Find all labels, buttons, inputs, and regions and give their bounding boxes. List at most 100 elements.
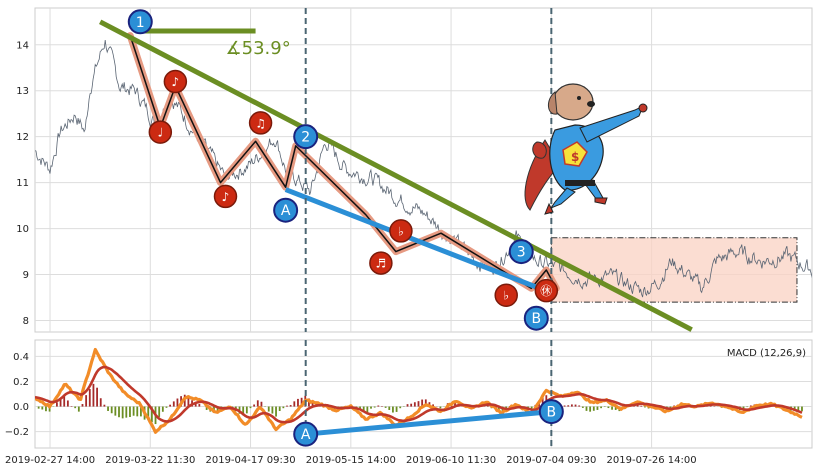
macd-histogram-bar: [249, 406, 252, 409]
macd-histogram-bar: [260, 401, 263, 407]
macd-histogram-bar: [275, 406, 277, 417]
macd-histogram-bar: [388, 406, 391, 410]
macd-histogram-bar: [289, 405, 292, 407]
macd-panel: −0.20.00.20.4 AB MACD (12,26,9): [5, 339, 813, 449]
macd-histogram-bar: [505, 406, 508, 409]
macd-histogram-bar: [417, 401, 420, 407]
note-marker-label: ♪: [172, 75, 180, 89]
macd-histogram-bar: [66, 400, 69, 407]
note-markers: ♪ ♩ ♫ ♪ ♭ ♬ ♭ ㊡: [148, 69, 559, 307]
macd-histogram-bar: [85, 395, 88, 407]
note-marker: ♪: [213, 184, 238, 209]
macd-histogram-bar: [424, 399, 427, 407]
macd-histogram-bar: [198, 404, 201, 407]
note-marker: ♭: [389, 219, 413, 243]
pivot-marker-label: 2: [301, 130, 310, 146]
macd-marker: B: [538, 399, 564, 425]
x-tick-label: 2019-07-26 14:00: [607, 455, 697, 466]
macd-marker: A: [293, 421, 319, 447]
superhero-dog-icon: $: [524, 83, 648, 215]
macd-histogram-bar: [59, 398, 62, 407]
macd-histogram-bar: [311, 401, 314, 407]
macd-histogram-bar: [366, 406, 369, 413]
macd-histogram-bar: [205, 406, 208, 410]
macd-histogram-bar: [592, 406, 595, 411]
macd-histogram-bar: [172, 401, 175, 407]
macd-histogram-bar: [114, 406, 117, 416]
macd-histogram-bar: [797, 406, 800, 411]
upper-trendline: [99, 19, 693, 332]
macd-histogram-bar: [614, 406, 617, 410]
macd-histogram-bar: [362, 406, 365, 413]
pivot-marker: 3: [508, 239, 534, 265]
macd-markers: AB: [293, 399, 564, 447]
pivot-marker: 2: [293, 124, 319, 150]
macd-marker-circle: [538, 399, 564, 425]
pivot-marker: B: [523, 305, 549, 331]
note-marker: ♪: [163, 69, 188, 94]
note-marker-label: ♭: [398, 224, 404, 238]
macd-histogram-bar: [245, 406, 248, 414]
macd-marker-label: A: [301, 427, 311, 443]
macd-histogram-bar: [406, 404, 409, 407]
macd-histogram-bar: [158, 406, 161, 417]
price-y-tick-label: 12: [16, 132, 29, 143]
macd-histogram-bar: [607, 406, 610, 409]
price-y-tick-label: 11: [16, 178, 29, 189]
macd-histogram-bar: [99, 398, 102, 407]
note-marker-circle: [389, 219, 413, 243]
macd-histogram-bar: [70, 406, 73, 407]
macd-histogram-bar: [570, 404, 573, 407]
macd-histogram-bar: [147, 406, 150, 421]
note-marker-circle: [534, 278, 559, 303]
macd-histogram-bar: [497, 406, 500, 411]
note-marker-label: ㊡: [540, 284, 552, 298]
macd-histogram-bar: [749, 405, 752, 407]
macd-histogram-bar: [118, 406, 120, 418]
lower-trendline: [284, 187, 553, 296]
macd-histogram-bar: [129, 406, 131, 418]
macd-histogram-bar: [278, 406, 281, 412]
macd-histogram-bar: [370, 406, 372, 409]
note-marker-label: ♫: [255, 116, 266, 130]
macd-histogram-bar: [563, 405, 566, 407]
note-marker-label: ♭: [503, 289, 509, 303]
note-marker: ♫: [248, 111, 273, 135]
macd-histogram-bar: [413, 402, 416, 407]
macd-histogram-bar: [578, 405, 581, 407]
price-y-tick-label: 10: [16, 224, 29, 235]
macd-histogram-bar: [150, 406, 153, 423]
macd-histogram-bar: [63, 395, 66, 407]
macd-histogram-bar: [541, 396, 544, 407]
note-marker-label: ♪: [222, 190, 230, 204]
note-marker-circle: [148, 120, 173, 144]
note-marker-circle: [248, 111, 273, 135]
macd-histogram-bar: [48, 406, 51, 412]
macd-histogram-bar: [110, 406, 113, 414]
macd-histogram-bar: [392, 406, 394, 413]
macd-histogram-bar: [574, 404, 577, 407]
macd-histogram-bar: [121, 406, 124, 419]
macd-histogram-bar: [300, 397, 303, 407]
macd-histogram-bar: [216, 406, 219, 412]
pivot-marker-circle: [293, 124, 319, 150]
macd-histogram-bar: [399, 406, 402, 409]
macd-histogram-bar: [286, 405, 288, 407]
pivot-marker-circle: [508, 239, 534, 265]
note-marker: ♩: [148, 120, 173, 144]
macd-histogram-bar: [74, 406, 77, 409]
macd-histogram-bar: [297, 398, 299, 407]
macd-y-tick-label: 0.2: [13, 377, 29, 388]
macd-histogram-bar: [395, 406, 398, 412]
macd-histogram-bar: [256, 400, 259, 407]
macd-histogram-bar: [176, 398, 179, 407]
macd-histogram-bar: [92, 383, 95, 407]
macd-histogram-bar: [169, 404, 172, 407]
macd-y-axis: −0.2 0.0 0.2 0.4: [5, 352, 29, 438]
macd-histogram-bar: [56, 402, 58, 407]
price-y-tick-label: 14: [16, 40, 29, 51]
angle-label: ∡53.9°: [225, 38, 290, 59]
price-y-tick-label: 8: [23, 316, 29, 327]
